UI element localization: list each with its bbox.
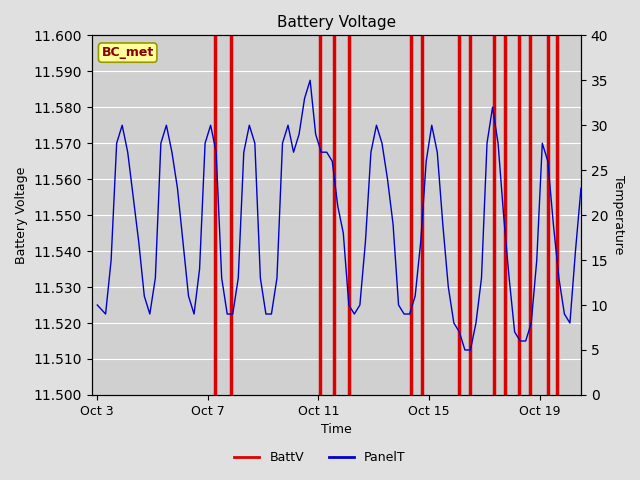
X-axis label: Time: Time (321, 423, 352, 436)
Legend: BattV, PanelT: BattV, PanelT (229, 446, 411, 469)
Y-axis label: Battery Voltage: Battery Voltage (15, 167, 28, 264)
Y-axis label: Temperature: Temperature (612, 176, 625, 255)
Title: Battery Voltage: Battery Voltage (277, 15, 396, 30)
Text: BC_met: BC_met (102, 46, 154, 59)
